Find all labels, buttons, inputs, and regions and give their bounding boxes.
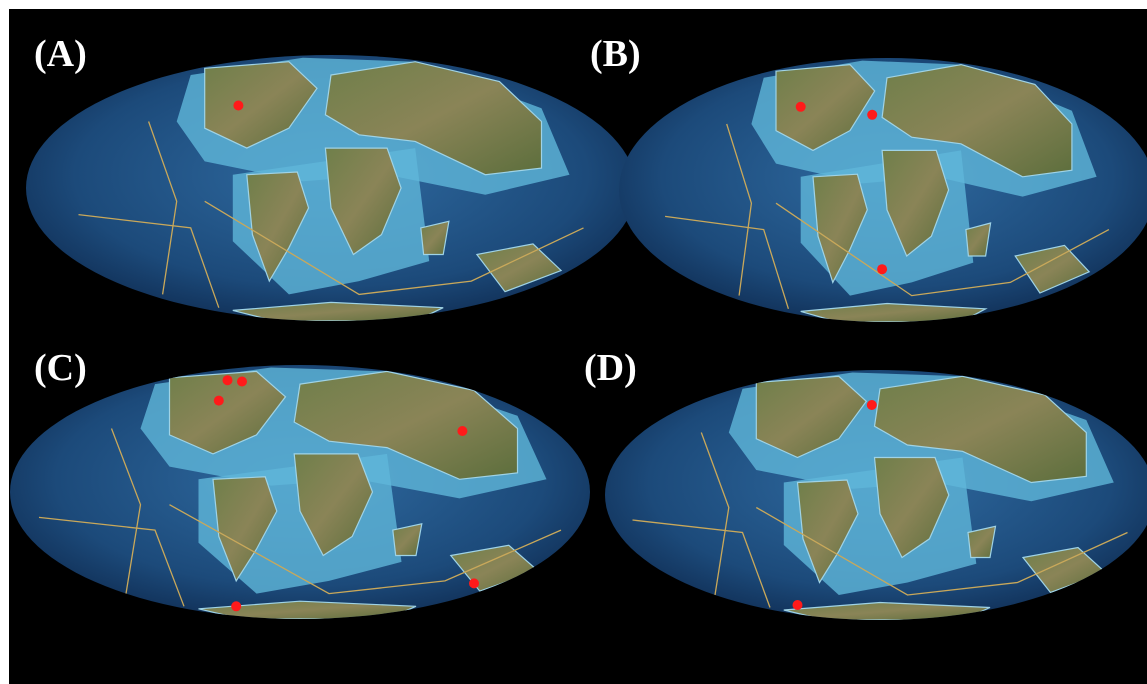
map-panel xyxy=(605,370,1147,620)
site-dot xyxy=(793,600,803,610)
site-dot xyxy=(867,110,877,120)
site-dot xyxy=(796,102,806,112)
landmass xyxy=(968,526,996,557)
site-dot xyxy=(457,426,467,436)
landmass xyxy=(393,524,422,556)
site-dot xyxy=(233,101,243,111)
site-dot xyxy=(214,396,224,406)
site-dot xyxy=(867,400,877,410)
site-dot xyxy=(469,578,479,588)
site-dot xyxy=(237,377,247,387)
figure: (A) (B) (C) (D) xyxy=(0,0,1147,684)
panel-label: (A) xyxy=(34,33,87,75)
site-dot xyxy=(231,601,241,611)
panel-label: (D) xyxy=(584,347,637,389)
panel-label: (C) xyxy=(34,347,87,389)
map-panel xyxy=(10,365,590,619)
site-dot xyxy=(223,375,233,385)
map-panel xyxy=(619,58,1147,322)
site-dot xyxy=(877,264,887,274)
map-panel xyxy=(26,55,636,321)
panel-label: (B) xyxy=(590,33,641,75)
